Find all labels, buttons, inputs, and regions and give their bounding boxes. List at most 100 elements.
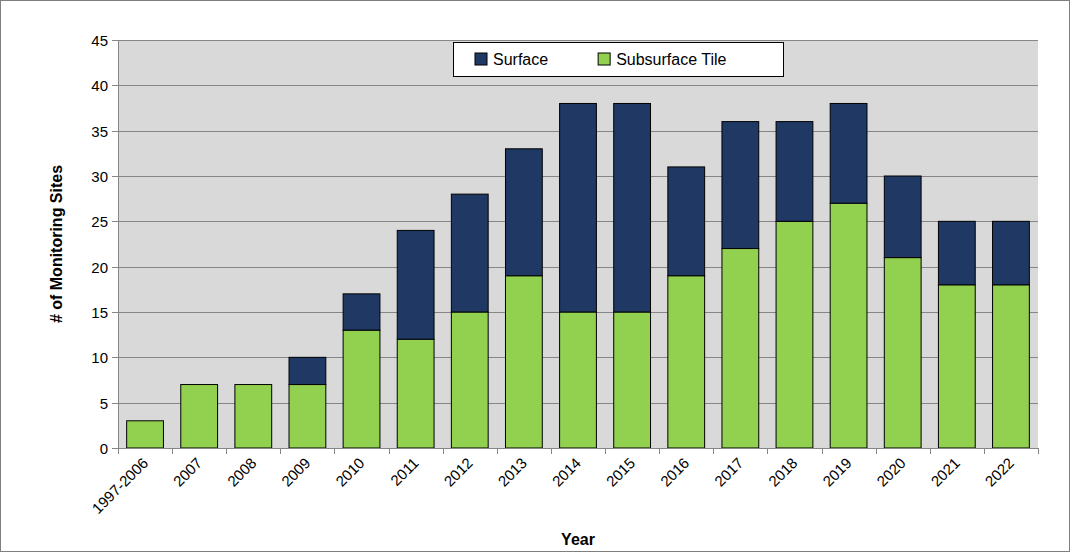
y-axis (118, 40, 119, 448)
y-tick (112, 267, 118, 268)
x-tick-label: 2017 (711, 454, 747, 490)
x-tick (226, 448, 227, 454)
x-tick (443, 448, 444, 454)
x-tick (605, 448, 606, 454)
bar-segment (505, 149, 542, 276)
bar-segment (397, 339, 434, 448)
legend-box (454, 43, 784, 77)
x-tick-label: 1997-2006 (88, 454, 151, 517)
x-tick (118, 448, 119, 454)
y-tick-label: 10 (91, 349, 108, 366)
x-tick (389, 448, 390, 454)
bar-segment (343, 330, 380, 448)
bar-segment (451, 312, 488, 448)
plot-background (118, 40, 1038, 448)
x-tick (551, 448, 552, 454)
y-axis-title: # of Monitoring Sites (48, 165, 65, 323)
bar-segment (668, 167, 705, 276)
y-tick-label: 5 (100, 395, 108, 412)
x-tick-label: 2021 (927, 454, 963, 490)
bar-segment (289, 357, 326, 384)
x-tick (1038, 448, 1039, 454)
bar-segment (235, 384, 272, 385)
grid-line (118, 85, 1038, 86)
bar-segment (181, 384, 218, 385)
x-tick-label: 2022 (981, 454, 1017, 490)
legend-label: Subsurface Tile (616, 51, 726, 68)
chart-container: 0 5 10 15 20 25 30 35 40 45 1997-2006 2007 2008 2009 2… (0, 0, 1070, 552)
x-tick (984, 448, 985, 454)
x-tick (497, 448, 498, 454)
x-tick (822, 448, 823, 454)
chart-svg: 0 5 10 15 20 25 30 35 40 45 1997-2006 2007 2008 2009 2… (0, 0, 1070, 552)
y-tick-label: 20 (91, 259, 108, 276)
y-tick (112, 312, 118, 313)
y-tick (112, 403, 118, 404)
bar-segment (451, 194, 488, 312)
bars (127, 103, 1030, 448)
x-tick (930, 448, 931, 454)
chart-border (1, 1, 1070, 552)
grid-line (118, 40, 1038, 41)
y-tick (112, 85, 118, 86)
x-tick-label: 2012 (440, 454, 476, 490)
x-tick-label: 2011 (387, 454, 422, 489)
x-tick (172, 448, 173, 454)
x-tick-label: 2014 (549, 454, 585, 490)
y-tick-label: 45 (91, 32, 108, 49)
y-tick-label: 40 (91, 77, 108, 94)
bar-segment (181, 385, 218, 448)
bar-segment (884, 258, 921, 448)
bar-segment (127, 420, 164, 421)
bar-segment (884, 176, 921, 258)
bar-segment (722, 122, 759, 249)
x-tick (280, 448, 281, 454)
x-tick (876, 448, 877, 454)
x-tick (713, 448, 714, 454)
y-tick (112, 357, 118, 358)
bar-segment (560, 312, 597, 448)
y-tick-label: 15 (91, 304, 108, 321)
bar-segment (830, 103, 867, 203)
bar-segment (505, 276, 542, 448)
bar-segment (343, 294, 380, 330)
x-tick-label: 2019 (819, 454, 855, 490)
bar-segment (993, 221, 1030, 284)
y-tick (112, 448, 118, 449)
x-tick (334, 448, 335, 454)
y-tick (112, 131, 118, 132)
legend-swatch (475, 53, 487, 65)
bar-segment (938, 221, 975, 284)
y-tick (112, 176, 118, 177)
bar-segment (830, 203, 867, 448)
x-tick-label: 2009 (278, 454, 314, 490)
x-tick (767, 448, 768, 454)
legend-label: Surface (493, 51, 548, 68)
bar-segment (993, 285, 1030, 448)
y-tick (112, 221, 118, 222)
x-tick-label: 2016 (657, 454, 693, 490)
y-tick-label: 35 (91, 123, 108, 140)
bar-segment (722, 249, 759, 448)
y-tick-label: 30 (91, 168, 108, 185)
x-tick-label: 2008 (224, 454, 260, 490)
x-tick (659, 448, 660, 454)
bar-segment (127, 421, 164, 448)
bar-segment (938, 285, 975, 448)
x-tick-label: 2010 (332, 454, 368, 490)
bar-segment (776, 122, 813, 222)
x-axis-title: Year (561, 531, 595, 548)
bar-segment (668, 276, 705, 448)
bar-segment (614, 312, 651, 448)
x-axis (118, 448, 1038, 449)
y-tick-label: 25 (91, 213, 108, 230)
y-tick-label: 0 (100, 440, 108, 457)
x-tick-label: 2015 (603, 454, 639, 490)
bar-segment (614, 103, 651, 312)
x-tick-label: 2018 (765, 454, 801, 490)
bar-segment (560, 103, 597, 312)
y-tick (112, 40, 118, 41)
bar-segment (397, 230, 434, 339)
x-tick-label: 2007 (170, 454, 206, 490)
legend-swatch (598, 53, 610, 65)
